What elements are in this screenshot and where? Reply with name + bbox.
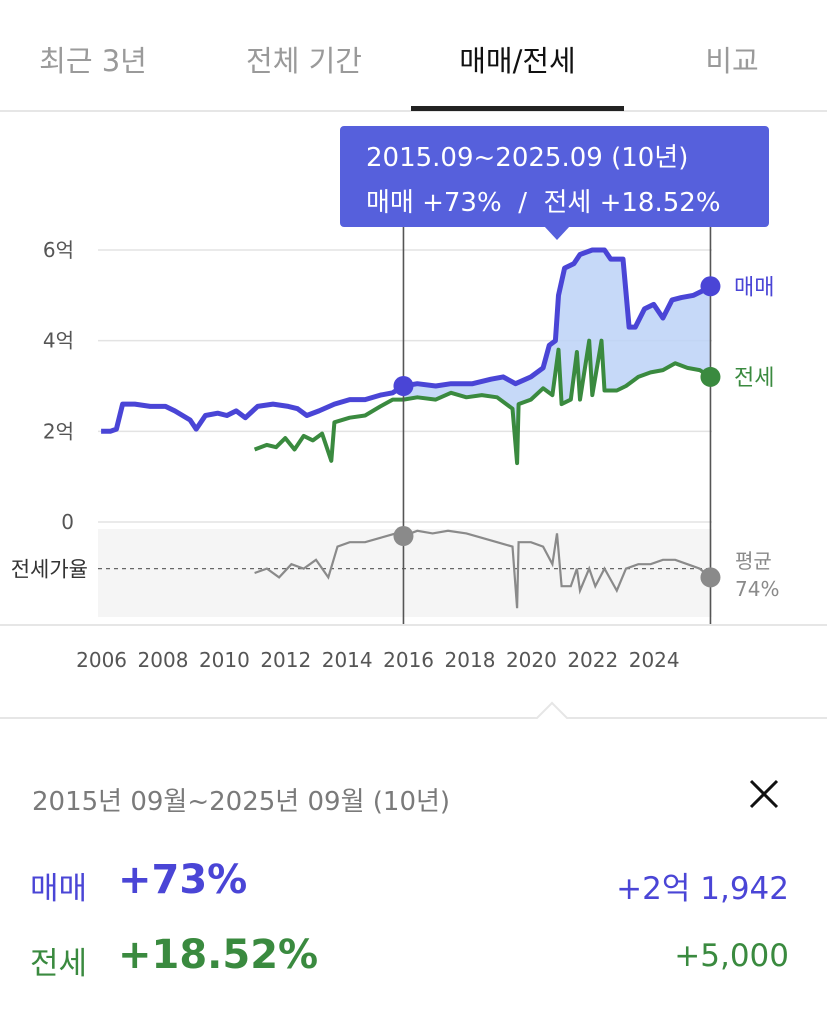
close-icon[interactable] [745,775,783,813]
active-tab-indicator [411,106,624,111]
jeonse-line [253,338,712,466]
tooltip-range: 2015.09~2025.09 (10년) [366,143,689,173]
x-tick-label: 2008 [137,648,189,672]
x-tick-label: 2010 [198,648,250,672]
y-tick-label: 4억 [43,329,74,353]
sale-series-label: 매매 [734,275,774,300]
ratio-average-label: 평균 [735,549,772,573]
jeonse-label: 전세 [30,946,88,982]
ratio-series-label: 전세가율 [11,558,88,582]
tab-all-period[interactable]: 전체 기간 [246,44,362,78]
jeonse-amount: +5,000 [674,938,789,974]
jeonse-row: 전세 +18.52% +5,000 [0,932,827,992]
x-tick-label: 2016 [383,648,435,672]
tab-recent-3-years[interactable]: 최근 3년 [39,44,147,78]
x-tick-label: 2018 [444,648,496,672]
ratio-line [254,529,712,609]
x-tick-label: 2020 [505,648,557,672]
sale-label: 매매 [30,871,88,907]
summary-period: 2015년 09월~2025년 09월 (10년) [32,787,451,817]
sale-amount: +2억 1,942 [616,871,789,907]
sale-start-marker [393,376,414,396]
y-tick-label: 0 [61,510,74,534]
x-tick-label: 2012 [260,648,312,672]
sale-end-marker [700,276,721,297]
sale-row: 매매 +73% +2억 1,942 [0,857,827,917]
ratio-end-marker [700,567,721,588]
tab-compare[interactable]: 비교 [705,44,759,78]
jeonse-end-marker [700,366,721,387]
period-tabs: 최근 3년 전체 기간 매매/전세 비교 [0,0,827,112]
y-tick-label: 2억 [43,419,74,443]
ratio-start-marker [393,526,414,547]
x-tick-label: 2022 [567,648,619,672]
jeonse-series-label: 전세 [734,366,774,391]
summary-panel: 2015년 09월~2025년 09월 (10년) 매매 +73% +2억 1,… [0,719,827,1018]
tab-sale-jeonse[interactable]: 매매/전세 [459,44,576,78]
sale-percent: +73% [118,857,248,903]
x-axis: 2006 2008 2010 2012 2014 2016 2018 2020 2022 2024 [0,624,827,719]
y-tick-label: 6억 [43,238,74,262]
sale-line [101,247,712,434]
tooltip-summary: 매매 +73% / 전세 +18.52% [366,188,721,218]
x-tick-label: 2024 [628,648,680,672]
jeonse-percent: +18.52% [118,932,319,978]
ratio-average-value: 74% [735,577,779,601]
range-tooltip: 2015.09~2025.09 (10년) 매매 +73% / 전세 +18.5… [340,126,769,227]
tooltip-arrow [544,226,570,240]
x-tick-label: 2014 [321,648,373,672]
x-tick-label: 2006 [76,648,128,672]
